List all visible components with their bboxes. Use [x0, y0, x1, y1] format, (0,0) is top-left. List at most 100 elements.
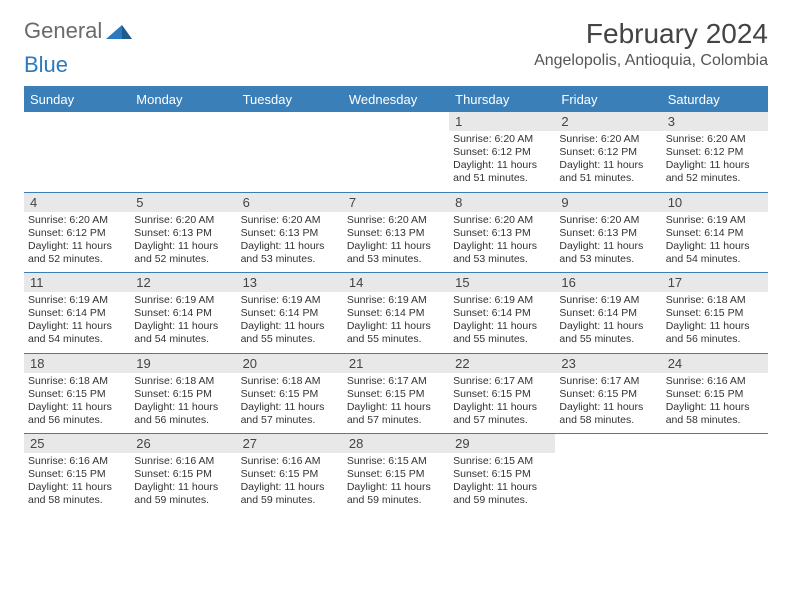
daylight-text: Daylight: 11 hours and 59 minutes.: [453, 481, 551, 507]
sunset-text: Sunset: 6:15 PM: [241, 388, 339, 401]
date-number: 7: [343, 193, 449, 212]
sunrise-text: Sunrise: 6:17 AM: [453, 375, 551, 388]
date-number: 22: [449, 354, 555, 373]
date-number: 24: [662, 354, 768, 373]
calendar-page: General February 2024 Angelopolis, Antio…: [0, 0, 792, 612]
sunset-text: Sunset: 6:13 PM: [559, 227, 657, 240]
sunset-text: Sunset: 6:12 PM: [666, 146, 764, 159]
daylight-text: Daylight: 11 hours and 59 minutes.: [241, 481, 339, 507]
sunrise-text: Sunrise: 6:19 AM: [666, 214, 764, 227]
daylight-text: Daylight: 11 hours and 52 minutes.: [28, 240, 126, 266]
brand-part2: Blue: [24, 52, 68, 78]
date-number: 11: [24, 273, 130, 292]
sunset-text: Sunset: 6:15 PM: [28, 388, 126, 401]
daylight-text: Daylight: 11 hours and 56 minutes.: [666, 320, 764, 346]
daylight-text: Daylight: 11 hours and 57 minutes.: [347, 401, 445, 427]
month-title: February 2024: [534, 18, 768, 50]
date-number: 9: [555, 193, 661, 212]
sunrise-text: Sunrise: 6:20 AM: [28, 214, 126, 227]
sunrise-text: Sunrise: 6:18 AM: [28, 375, 126, 388]
daylight-text: Daylight: 11 hours and 51 minutes.: [453, 159, 551, 185]
date-number: 10: [662, 193, 768, 212]
day-header: Monday: [130, 88, 236, 111]
daylight-text: Daylight: 11 hours and 51 minutes.: [559, 159, 657, 185]
day-cell: Sunrise: 6:18 AMSunset: 6:15 PMDaylight:…: [662, 292, 768, 353]
sunrise-text: Sunrise: 6:20 AM: [559, 214, 657, 227]
day-cell: Sunrise: 6:20 AMSunset: 6:13 PMDaylight:…: [130, 212, 236, 273]
sunrise-text: Sunrise: 6:19 AM: [559, 294, 657, 307]
sunset-text: Sunset: 6:14 PM: [241, 307, 339, 320]
date-number: [130, 112, 236, 131]
day-cell: Sunrise: 6:20 AMSunset: 6:12 PMDaylight:…: [449, 131, 555, 192]
sunset-text: Sunset: 6:14 PM: [134, 307, 232, 320]
day-cell: [24, 131, 130, 192]
daylight-text: Daylight: 11 hours and 57 minutes.: [241, 401, 339, 427]
sunrise-text: Sunrise: 6:19 AM: [347, 294, 445, 307]
sunrise-text: Sunrise: 6:19 AM: [241, 294, 339, 307]
date-number: 4: [24, 193, 130, 212]
day-header: Thursday: [449, 88, 555, 111]
sunrise-text: Sunrise: 6:16 AM: [28, 455, 126, 468]
date-number: [237, 112, 343, 131]
sunrise-text: Sunrise: 6:19 AM: [453, 294, 551, 307]
day-cell: Sunrise: 6:19 AMSunset: 6:14 PMDaylight:…: [24, 292, 130, 353]
date-number: 14: [343, 273, 449, 292]
daylight-text: Daylight: 11 hours and 56 minutes.: [28, 401, 126, 427]
week-row: 18192021222324Sunrise: 6:18 AMSunset: 6:…: [24, 353, 768, 434]
day-cell: Sunrise: 6:15 AMSunset: 6:15 PMDaylight:…: [449, 453, 555, 514]
sunrise-text: Sunrise: 6:20 AM: [453, 133, 551, 146]
date-number: [555, 434, 661, 453]
day-cell: Sunrise: 6:20 AMSunset: 6:12 PMDaylight:…: [24, 212, 130, 273]
date-number: 19: [130, 354, 236, 373]
sunrise-text: Sunrise: 6:17 AM: [559, 375, 657, 388]
daylight-text: Daylight: 11 hours and 58 minutes.: [28, 481, 126, 507]
date-number: [343, 112, 449, 131]
date-number: 20: [237, 354, 343, 373]
daylight-text: Daylight: 11 hours and 58 minutes.: [559, 401, 657, 427]
week-row: 11121314151617Sunrise: 6:19 AMSunset: 6:…: [24, 272, 768, 353]
daylight-text: Daylight: 11 hours and 56 minutes.: [134, 401, 232, 427]
date-number: 28: [343, 434, 449, 453]
day-cell: Sunrise: 6:20 AMSunset: 6:12 PMDaylight:…: [662, 131, 768, 192]
date-number: 8: [449, 193, 555, 212]
week-row: 45678910Sunrise: 6:20 AMSunset: 6:12 PMD…: [24, 192, 768, 273]
sunset-text: Sunset: 6:13 PM: [241, 227, 339, 240]
day-header: Tuesday: [237, 88, 343, 111]
sunrise-text: Sunrise: 6:20 AM: [134, 214, 232, 227]
sunrise-text: Sunrise: 6:15 AM: [347, 455, 445, 468]
date-number: [662, 434, 768, 453]
date-number: 21: [343, 354, 449, 373]
day-cell: Sunrise: 6:20 AMSunset: 6:13 PMDaylight:…: [343, 212, 449, 273]
day-cell: Sunrise: 6:17 AMSunset: 6:15 PMDaylight:…: [449, 373, 555, 434]
sunset-text: Sunset: 6:15 PM: [241, 468, 339, 481]
sunrise-text: Sunrise: 6:20 AM: [347, 214, 445, 227]
sunset-text: Sunset: 6:15 PM: [28, 468, 126, 481]
daylight-text: Daylight: 11 hours and 54 minutes.: [28, 320, 126, 346]
daylight-text: Daylight: 11 hours and 55 minutes.: [241, 320, 339, 346]
sunset-text: Sunset: 6:15 PM: [453, 468, 551, 481]
sunrise-text: Sunrise: 6:18 AM: [134, 375, 232, 388]
sunrise-text: Sunrise: 6:18 AM: [241, 375, 339, 388]
date-number: 16: [555, 273, 661, 292]
sunset-text: Sunset: 6:15 PM: [134, 468, 232, 481]
day-header: Sunday: [24, 88, 130, 111]
daylight-text: Daylight: 11 hours and 53 minutes.: [453, 240, 551, 266]
daylight-text: Daylight: 11 hours and 55 minutes.: [453, 320, 551, 346]
date-number: 25: [24, 434, 130, 453]
day-cell: [237, 131, 343, 192]
day-cell: Sunrise: 6:17 AMSunset: 6:15 PMDaylight:…: [555, 373, 661, 434]
date-number: 26: [130, 434, 236, 453]
day-cell: Sunrise: 6:16 AMSunset: 6:15 PMDaylight:…: [662, 373, 768, 434]
day-cell: [662, 453, 768, 514]
date-number: 23: [555, 354, 661, 373]
title-block: February 2024 Angelopolis, Antioquia, Co…: [534, 18, 768, 70]
day-cell: Sunrise: 6:18 AMSunset: 6:15 PMDaylight:…: [24, 373, 130, 434]
date-number: 27: [237, 434, 343, 453]
sunrise-text: Sunrise: 6:20 AM: [559, 133, 657, 146]
day-cell: [343, 131, 449, 192]
day-cell: Sunrise: 6:19 AMSunset: 6:14 PMDaylight:…: [130, 292, 236, 353]
day-cell: Sunrise: 6:19 AMSunset: 6:14 PMDaylight:…: [237, 292, 343, 353]
day-cell: Sunrise: 6:18 AMSunset: 6:15 PMDaylight:…: [130, 373, 236, 434]
sunrise-text: Sunrise: 6:20 AM: [666, 133, 764, 146]
location-subtitle: Angelopolis, Antioquia, Colombia: [534, 52, 768, 70]
